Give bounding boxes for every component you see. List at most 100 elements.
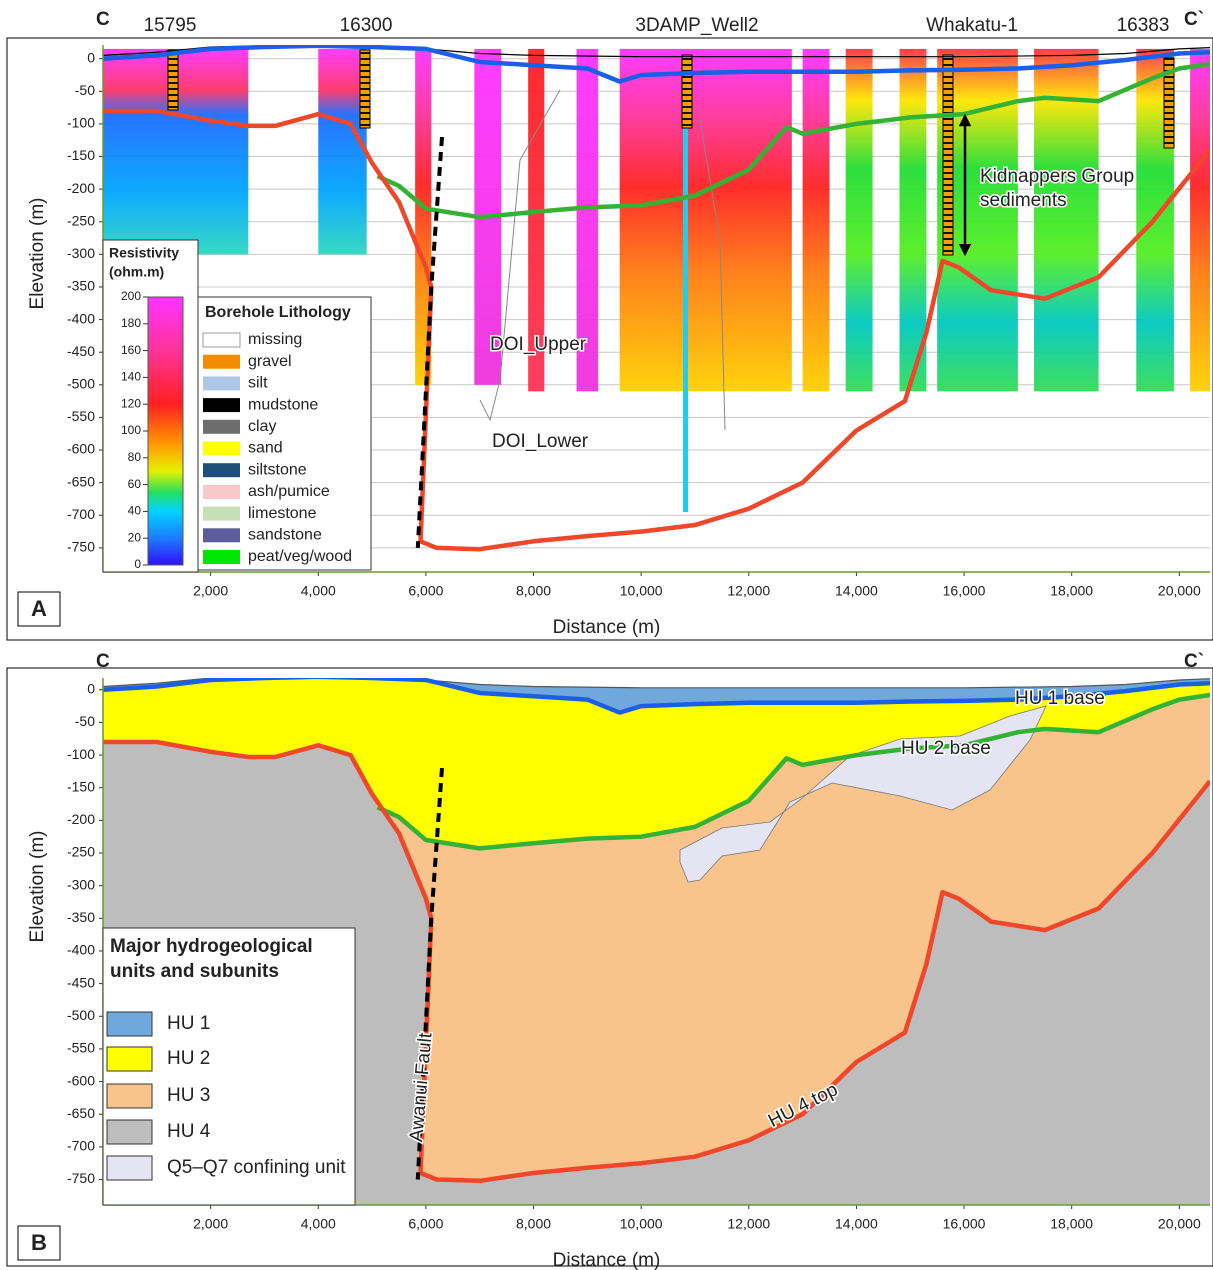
x-tick-label: 6,000: [408, 583, 443, 599]
y-tick-label: -700: [67, 1138, 95, 1154]
x-tick-label: 4,000: [301, 1216, 336, 1232]
legend-swatch: [203, 398, 240, 412]
y-tick-label: 0: [87, 680, 95, 696]
y-tick-label: -400: [67, 310, 95, 326]
x-tick-label: 2,000: [193, 1216, 228, 1232]
legend-swatch: [203, 442, 240, 456]
y-tick-label: -750: [67, 1170, 95, 1186]
y-tick-label: -100: [67, 746, 95, 762]
legend-swatch: [203, 507, 240, 521]
legend-swatch: [203, 463, 240, 477]
resistivity-column: [1190, 49, 1210, 391]
x-tick-label: 6,000: [408, 1216, 443, 1232]
x-tick-label: 16,000: [943, 1216, 986, 1232]
colorbar-tick-label: 180: [121, 316, 141, 330]
y-tick-label: -550: [67, 408, 95, 424]
well-label: 16300: [340, 15, 393, 36]
legend-label: ash/pumice: [248, 483, 330, 500]
colorbar-tick-label: 100: [121, 423, 141, 437]
y-tick-label: -300: [67, 876, 95, 892]
colorbar-tick-label: 40: [128, 504, 142, 518]
legend-label: missing: [248, 331, 302, 348]
colorbar: [148, 297, 183, 565]
colorbar-tick-label: 160: [121, 343, 141, 357]
borehole-log: [943, 55, 953, 255]
x-tick-label: 14,000: [835, 1216, 878, 1232]
legend-swatch: [203, 528, 240, 542]
legend-label: sandstone: [248, 527, 322, 544]
colorbar-tick-label: 60: [128, 477, 142, 491]
resistivity-column: [803, 49, 830, 391]
y-tick-label: -200: [67, 180, 95, 196]
well-label: 16383: [1117, 15, 1170, 36]
legend-label: gravel: [248, 353, 292, 370]
borehole-log: [360, 50, 370, 128]
x-axis-title: Distance (m): [553, 1250, 661, 1270]
y-tick-label: 0: [87, 49, 95, 65]
y-tick-label: -150: [67, 147, 95, 163]
legend-swatch: [107, 1012, 152, 1036]
y-tick-label: -750: [67, 539, 95, 555]
y-tick-label: -350: [67, 278, 95, 294]
boundary-label: HU 2 base: [901, 738, 991, 759]
colorbar-tick-label: 20: [128, 530, 142, 544]
legend-swatch: [203, 333, 240, 347]
colorbar-tick-label: 200: [121, 289, 141, 303]
legend-swatch: [203, 420, 240, 434]
resistivity-column: [846, 49, 873, 391]
y-axis-title: Elevation (m): [27, 198, 48, 310]
colorbar-title: (ohm.m): [109, 264, 164, 280]
legend-label: sand: [248, 440, 283, 457]
y-tick-label: -650: [67, 1105, 95, 1121]
x-axis-title: Distance (m): [553, 617, 661, 638]
x-tick-label: 12,000: [727, 583, 770, 599]
x-tick-label: 16,000: [943, 583, 986, 599]
legend-swatch: [107, 1047, 152, 1071]
x-tick-label: 10,000: [620, 1216, 663, 1232]
y-tick-label: -50: [75, 713, 95, 729]
x-tick-label: 20,000: [1158, 1216, 1201, 1232]
x-tick-label: 8,000: [516, 583, 551, 599]
legend-label: HU 4: [167, 1121, 211, 1142]
legend-swatch: [203, 485, 240, 499]
y-tick-label: -150: [67, 778, 95, 794]
colorbar-title: Resistivity: [109, 245, 179, 261]
well-label: Whakatu-1: [926, 15, 1018, 36]
legend-title: Major hydrogeological: [110, 936, 313, 957]
legend-swatch: [107, 1156, 152, 1180]
y-tick-label: -500: [67, 376, 95, 392]
annotation: DOI_Upper: [490, 334, 587, 355]
y-tick-label: -600: [67, 441, 95, 457]
y-tick-label: -350: [67, 909, 95, 925]
borehole-log: [682, 55, 692, 128]
x-tick-label: 18,000: [1050, 583, 1093, 599]
y-axis-title: Elevation (m): [27, 831, 48, 943]
colorbar-tick-label: 0: [134, 557, 141, 571]
y-tick-label: -500: [67, 1007, 95, 1023]
y-tick-label: -250: [67, 212, 95, 228]
legend-label: Q5–Q7 confining unit: [167, 1157, 346, 1178]
legend-swatch: [203, 355, 240, 369]
legend-label: HU 2: [167, 1048, 210, 1069]
legend-label: siltstone: [248, 461, 307, 478]
panel-label: B: [31, 1230, 47, 1255]
x-tick-label: 2,000: [193, 583, 228, 599]
legend-label: clay: [248, 418, 276, 435]
y-tick-label: -450: [67, 974, 95, 990]
colorbar-tick-label: 120: [121, 396, 141, 410]
x-tick-label: 18,000: [1050, 1216, 1093, 1232]
borehole-log: [168, 50, 178, 110]
legend-label: HU 3: [167, 1085, 210, 1106]
resistivity-column: [318, 49, 366, 254]
annotation: sediments: [980, 190, 1067, 211]
panel-label: A: [31, 596, 47, 621]
x-tick-label: 4,000: [301, 583, 336, 599]
legend-title: units and subunits: [110, 961, 279, 982]
y-tick-label: -250: [67, 844, 95, 860]
annotation: Kidnappers Group: [980, 166, 1134, 187]
y-tick-label: -100: [67, 115, 95, 131]
y-tick-label: -450: [67, 343, 95, 359]
legend-swatch: [107, 1120, 152, 1144]
legend-label: silt: [248, 375, 268, 392]
y-tick-label: -400: [67, 942, 95, 958]
